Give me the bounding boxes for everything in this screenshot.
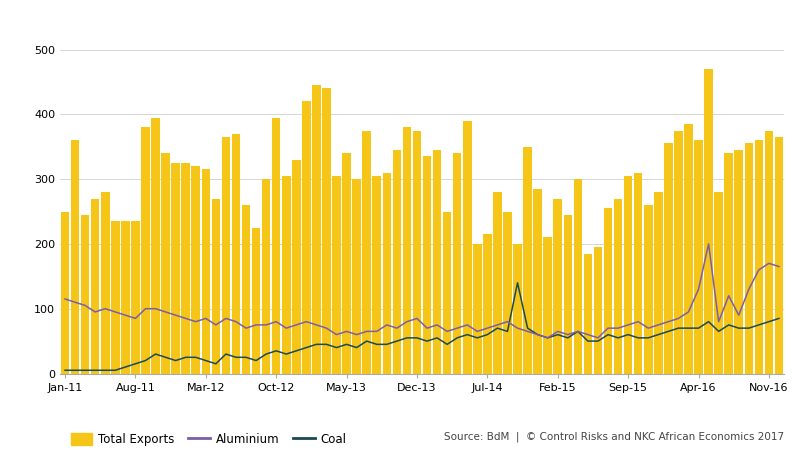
Bar [554,198,562,374]
Bar [182,163,190,374]
Bar [393,150,401,374]
Legend: Total Exports, Aluminium, Coal: Total Exports, Aluminium, Coal [66,428,351,450]
Bar [754,140,763,374]
Bar [211,198,220,374]
Bar [292,160,301,374]
Bar [503,212,512,374]
Bar [453,153,462,374]
Bar [473,244,482,374]
Bar [222,137,230,374]
Bar [483,234,492,374]
Bar [71,140,79,374]
Bar [704,69,713,374]
Text: Source: BdM  |  © Control Risks and NKC African Economics 2017: Source: BdM | © Control Risks and NKC Af… [444,432,784,442]
Bar [604,208,612,374]
Bar [574,179,582,374]
Bar [322,88,330,373]
Bar [91,198,99,374]
Bar [674,130,682,374]
Bar [563,215,572,374]
Bar [272,117,281,373]
Bar [714,192,723,374]
Bar [342,153,351,374]
Bar [81,215,90,374]
Bar [131,221,140,374]
Bar [614,198,622,374]
Bar [232,134,240,374]
Bar [362,130,371,374]
Bar [282,176,290,374]
Bar [725,153,733,374]
Bar [121,221,130,374]
Bar [162,153,170,374]
Bar [171,163,180,374]
Bar [584,254,592,374]
Bar [493,192,502,374]
Bar [734,150,743,374]
Bar [382,173,391,374]
Bar [373,176,381,374]
Bar [684,124,693,374]
Bar [202,169,210,374]
Bar [624,176,633,374]
Bar [111,221,119,374]
Bar [523,147,532,374]
Bar [543,238,552,374]
Bar [151,117,160,373]
Bar [765,130,773,374]
Bar [352,179,361,374]
Bar [443,212,451,374]
Bar [242,205,250,374]
Bar [654,192,662,374]
Bar [463,121,471,374]
Bar [302,101,310,374]
Bar [644,205,653,374]
Bar [514,244,522,374]
Bar [774,137,783,374]
Bar [694,140,703,374]
Bar [332,176,341,374]
Text: MOZAMBIQUE EXPORTS ($m): MOZAMBIQUE EXPORTS ($m) [10,14,282,32]
Bar [402,127,411,374]
Bar [312,85,321,374]
Bar [534,189,542,374]
Bar [252,228,260,374]
Bar [433,150,442,374]
Bar [634,173,642,374]
Bar [413,130,422,374]
Bar [101,192,110,374]
Bar [191,166,200,374]
Bar [262,179,270,374]
Bar [61,212,70,374]
Bar [141,127,150,374]
Bar [422,157,431,374]
Bar [745,144,753,374]
Bar [594,247,602,374]
Bar [664,144,673,374]
